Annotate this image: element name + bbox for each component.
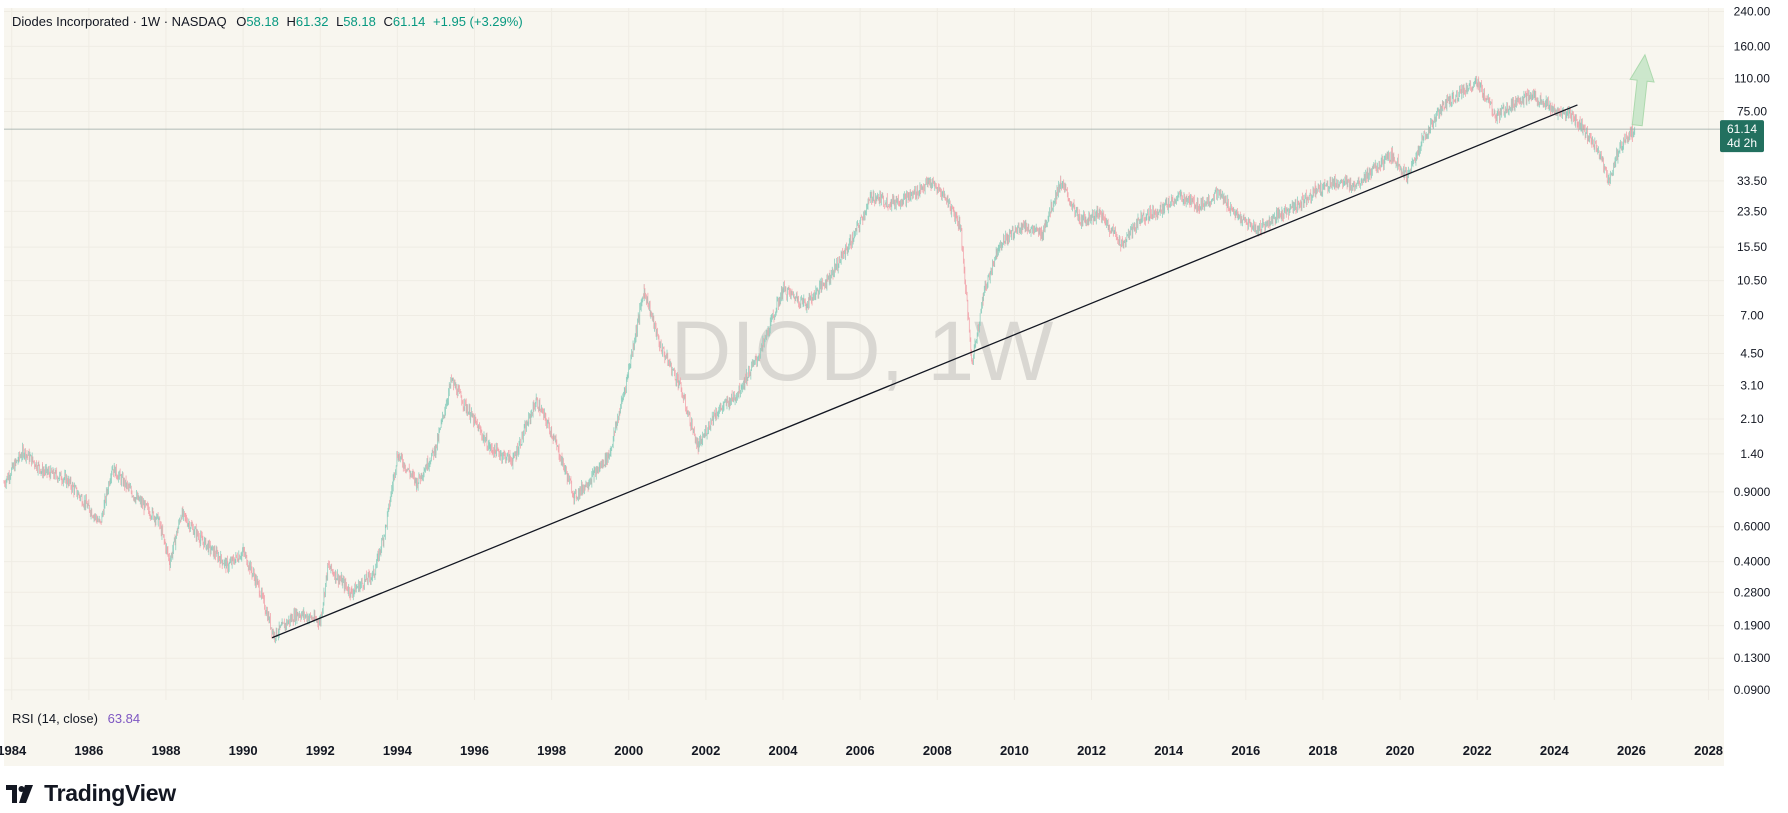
price-tick-label: 15.50 (1737, 240, 1767, 254)
grid-layer (4, 8, 1724, 700)
time-tick-label: 2020 (1386, 743, 1415, 758)
time-axis-area (4, 730, 1724, 766)
time-tick-label: 1996 (460, 743, 489, 758)
time-tick-label: 2016 (1231, 743, 1260, 758)
time-tick-label: 1984 (0, 743, 27, 758)
time-axis: 1984 1986 1988 1990 1992 1994 1996 1998 2000 2002… (0, 743, 1723, 758)
time-tick-label: 1994 (383, 743, 413, 758)
price-tick-label: 110.00 (1734, 72, 1770, 86)
time-tick-label: 2022 (1463, 743, 1492, 758)
price-tick-label: 0.1900 (1734, 619, 1771, 633)
tradingview-logo[interactable]: TradingView (6, 780, 176, 807)
plot-area (4, 8, 1724, 700)
close-label: C (383, 14, 393, 29)
high-value: 61.32 (295, 14, 329, 29)
price-tick-label: 2.10 (1740, 412, 1764, 426)
last-price-value: 61.14 (1727, 122, 1757, 136)
price-tick-label: 0.6000 (1734, 520, 1771, 534)
close-value: 61.14 (392, 14, 426, 29)
tradingview-wordmark: TradingView (44, 780, 176, 806)
price-axis: 240.00 160.00 110.00 75.00 33.50 23.50 15.50 10… (1734, 5, 1771, 697)
time-tick-label: 2008 (923, 743, 952, 758)
symbol-legend[interactable]: Diodes Incorporated · 1W · NASDAQ O58.18… (12, 14, 523, 29)
price-tick-label: 0.0900 (1734, 683, 1771, 697)
time-tick-label: 2024 (1540, 743, 1570, 758)
time-tick-label: 2026 (1617, 743, 1646, 758)
price-tick-label: 160.00 (1734, 39, 1771, 53)
time-tick-label: 2028 (1694, 743, 1723, 758)
time-tick-label: 2010 (1000, 743, 1029, 758)
tradingview-mark-icon (6, 780, 40, 806)
last-price-tag: 61.14 4d 2h (1720, 120, 1764, 153)
candles-layer (3, 75, 1636, 644)
trendline (271, 104, 1578, 639)
annotation-layer (4, 53, 1724, 639)
price-tick-label: 0.2800 (1734, 585, 1771, 599)
rsi-pane (4, 700, 1724, 730)
bar-countdown: 4d 2h (1727, 136, 1757, 150)
rsi-legend[interactable]: RSI (14, close) 63.84 (12, 711, 140, 726)
price-tick-label: 0.4000 (1734, 555, 1771, 569)
price-tick-label: 0.1300 (1734, 651, 1771, 665)
low-value: 58.18 (343, 14, 376, 29)
price-tick-label: 75.00 (1737, 105, 1767, 119)
time-tick-label: 2014 (1154, 743, 1184, 758)
price-tick-label: 4.50 (1740, 346, 1764, 360)
rsi-value: 63.84 (107, 711, 141, 726)
price-tick-label: 3.10 (1740, 379, 1764, 393)
watermark: DIOD, 1W (671, 304, 1054, 398)
time-tick-label: 2000 (614, 743, 643, 758)
time-tick-label: 1986 (74, 743, 103, 758)
price-tick-label: 33.50 (1737, 174, 1767, 188)
price-tick-label: 10.50 (1737, 274, 1767, 288)
open-label: O (236, 14, 247, 29)
last-price-tag-bg (1720, 120, 1764, 153)
symbol-name[interactable]: Diodes Incorporated · 1W · NASDAQ (12, 14, 227, 29)
rsi-label[interactable]: RSI (14, close) (12, 711, 98, 726)
low-label: L (336, 14, 344, 29)
price-tick-label: 7.00 (1740, 308, 1764, 322)
price-tick-label: 1.40 (1740, 447, 1764, 461)
time-tick-label: 1988 (152, 743, 181, 758)
change-value: +1.95 (+3.29%) (433, 14, 523, 29)
price-tick-label: 240.00 (1734, 5, 1771, 19)
time-tick-label: 1998 (537, 743, 566, 758)
time-tick-label: 1990 (229, 743, 258, 758)
high-label: H (286, 14, 296, 29)
projection-arrow (1629, 53, 1655, 127)
time-tick-label: 2006 (846, 743, 875, 758)
time-tick-label: 1992 (306, 743, 335, 758)
price-tick-label: 0.9000 (1734, 485, 1771, 499)
time-tick-label: 2018 (1308, 743, 1337, 758)
time-tick-label: 2002 (691, 743, 720, 758)
time-tick-label: 2004 (769, 743, 799, 758)
price-tick-label: 23.50 (1737, 204, 1767, 218)
open-value: 58.18 (246, 14, 279, 29)
time-tick-label: 2012 (1077, 743, 1106, 758)
